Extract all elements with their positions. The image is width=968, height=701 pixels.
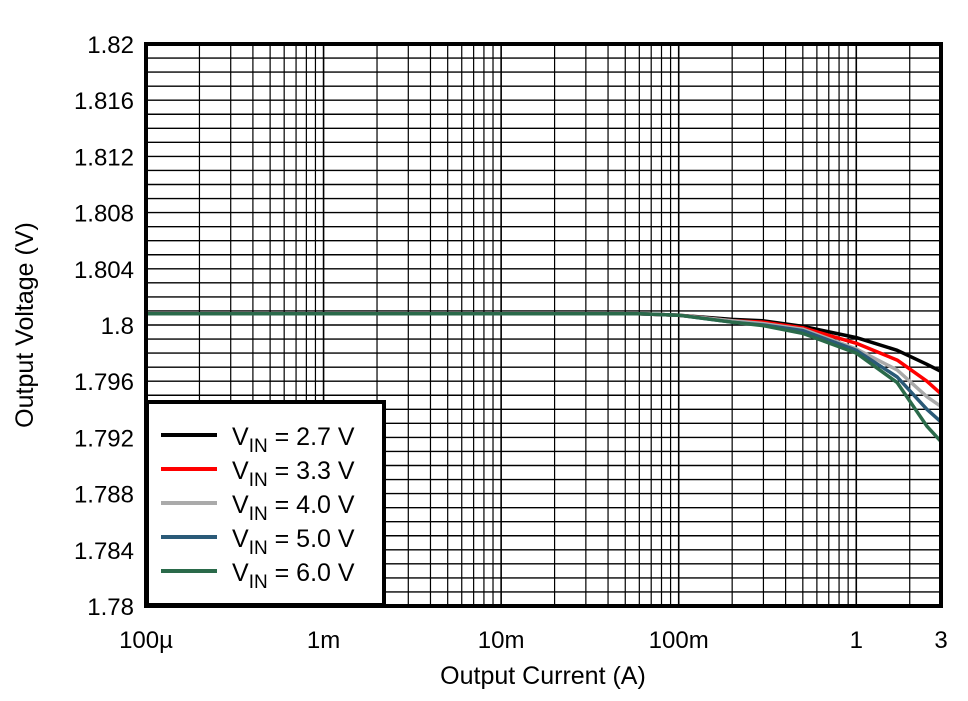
plot-frame xyxy=(144,42,943,608)
series-line xyxy=(146,312,943,443)
x-tick-label: 3 xyxy=(934,627,947,654)
x-tick-label: 1 xyxy=(850,627,863,654)
x-tick-label: 10m xyxy=(478,627,525,654)
y-tick-label: 1.812 xyxy=(74,144,134,171)
legend-label: VIN = 5.0 V xyxy=(232,525,355,559)
x-tick-labels: 100µ 1m 10m 100m 1 3 xyxy=(119,627,948,654)
y-tick-label: 1.808 xyxy=(74,201,134,228)
y-tick-label: 1.796 xyxy=(74,369,134,396)
series-line xyxy=(146,312,942,373)
y-tick-label: 1.8 xyxy=(101,313,134,340)
legend-label: VIN = 3.3 V xyxy=(232,457,355,491)
legend-label: VIN = 6.0 V xyxy=(232,559,355,593)
legend-label: VIN = 2.7 V xyxy=(232,423,355,457)
y-tick-label: 1.784 xyxy=(74,538,134,565)
y-tick-label: 1.792 xyxy=(74,425,134,452)
y-tick-label: 1.804 xyxy=(74,257,134,284)
x-axis-label: Output Current (A) xyxy=(440,662,646,690)
x-tick-label: 100µ xyxy=(119,627,173,654)
y-tick-label: 1.78 xyxy=(87,594,134,621)
x-tick-label: 100m xyxy=(649,627,709,654)
x-tick-label: 1m xyxy=(307,627,340,654)
y-tick-label: 1.816 xyxy=(74,88,134,115)
y-tick-labels: 1.82 1.816 1.812 1.808 1.804 1.8 1.796 1.792 1.7… xyxy=(74,32,134,621)
series-line xyxy=(146,312,942,408)
legend-label: VIN = 4.0 V xyxy=(232,491,355,525)
y-tick-label: 1.788 xyxy=(74,482,134,509)
y-axis-label: Output Voltage (V) xyxy=(11,222,39,428)
y-tick-label: 1.82 xyxy=(87,32,134,59)
series-lines xyxy=(146,312,943,443)
